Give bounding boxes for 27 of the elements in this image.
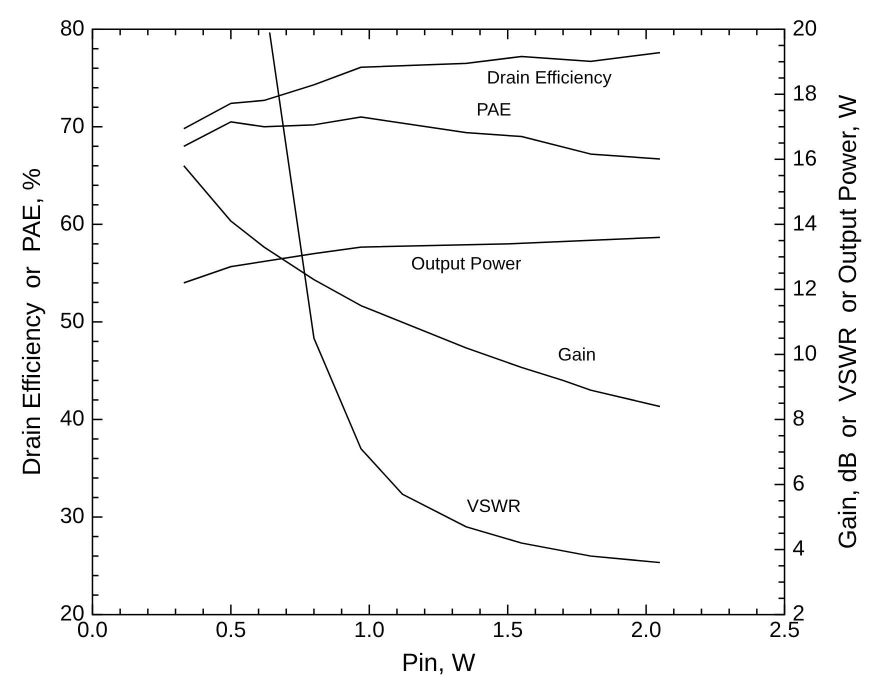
y2-tick-label: 12 [792,275,818,300]
y-tick-label: 50 [60,308,84,333]
y2-tick-label: 4 [792,536,805,561]
x-tick-label: 2.0 [630,616,662,642]
series-label: VSWR [466,496,521,516]
y-axis-title: Drain Efficiency or PAE, % [18,168,46,476]
y2-axis-title: Gain, dB or VSWR or Output Power, W [834,94,862,550]
y-tick-label: 40 [60,406,84,431]
y-tick-label: 30 [60,503,84,528]
y2-tick-label: 6 [792,470,805,496]
y2-tick-label: 20 [792,15,818,40]
y-tick-label: 70 [60,112,84,138]
series-label: Drain Efficiency [486,67,612,88]
x-axis-title: Pin, W [402,648,476,677]
x-tick-label: 1.0 [354,616,385,642]
y-tick-label: 60 [60,210,84,236]
y2-tick-label: 16 [792,145,818,170]
x-tick-label: 1.5 [492,616,524,642]
y2-tick-label: 14 [792,210,818,236]
y2-tick-label: 18 [792,80,818,106]
series-label: Gain [558,344,596,364]
series-label: PAE [476,100,512,120]
y-tick-label: 80 [60,15,84,40]
series-label: Output Power [411,254,522,274]
x-tick-label: 0.5 [216,616,246,642]
y2-tick-label: 10 [792,340,818,366]
y2-tick-label: 8 [792,406,805,431]
